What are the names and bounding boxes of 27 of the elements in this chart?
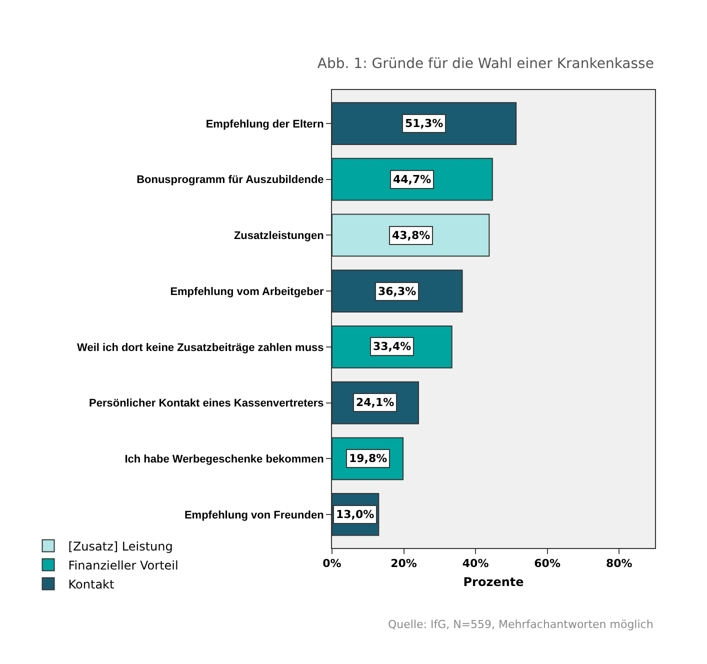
y-tick-label: Empfehlung der Eltern: [206, 118, 324, 130]
data-label: 19,8%: [349, 452, 388, 465]
x-tick-label: 20%: [390, 557, 417, 570]
legend-label: [Zusatz] Leistung: [68, 539, 173, 554]
data-label: 13,0%: [336, 508, 374, 521]
data-label: 33,4%: [373, 340, 412, 353]
x-tick-label: 40%: [462, 557, 489, 570]
y-tick-label: Weil ich dort keine Zusatzbeiträge zahlen muss: [77, 342, 324, 354]
data-label: 36,3%: [378, 285, 416, 298]
y-tick-label: Persönlicher Kontakt eines Kassenvertreters: [89, 398, 324, 410]
data-label: 44,7%: [393, 173, 432, 186]
data-label: 51,3%: [405, 117, 444, 130]
x-tick-label: 60%: [534, 557, 560, 570]
x-tick-label: 80%: [606, 557, 632, 570]
legend-label: Finanzieller Vorteil: [68, 558, 178, 572]
x-axis-title: Prozente: [463, 575, 524, 590]
y-tick-label: Empfehlung vom Arbeitgeber: [170, 286, 325, 298]
legend-label: Kontakt: [68, 577, 115, 592]
y-tick-label: Ich habe Werbegeschenke bekommen: [124, 453, 324, 466]
y-tick-label: Bonusprogramm für Auszubildende: [136, 174, 324, 186]
source-note: Quelle: IfG, N=559, Mehrfachantworten möglich: [388, 618, 654, 631]
y-tick-label: Zusatzleistungen: [234, 230, 324, 242]
chart-title: Abb. 1: Gründe für die Wahl einer Krankenkasse: [317, 56, 654, 72]
data-label: 43,8%: [392, 229, 430, 242]
data-label: 24,1%: [356, 396, 394, 409]
x-tick-label: 0%: [322, 557, 342, 570]
y-tick-label: Empfehlung von Freunden: [184, 509, 324, 522]
